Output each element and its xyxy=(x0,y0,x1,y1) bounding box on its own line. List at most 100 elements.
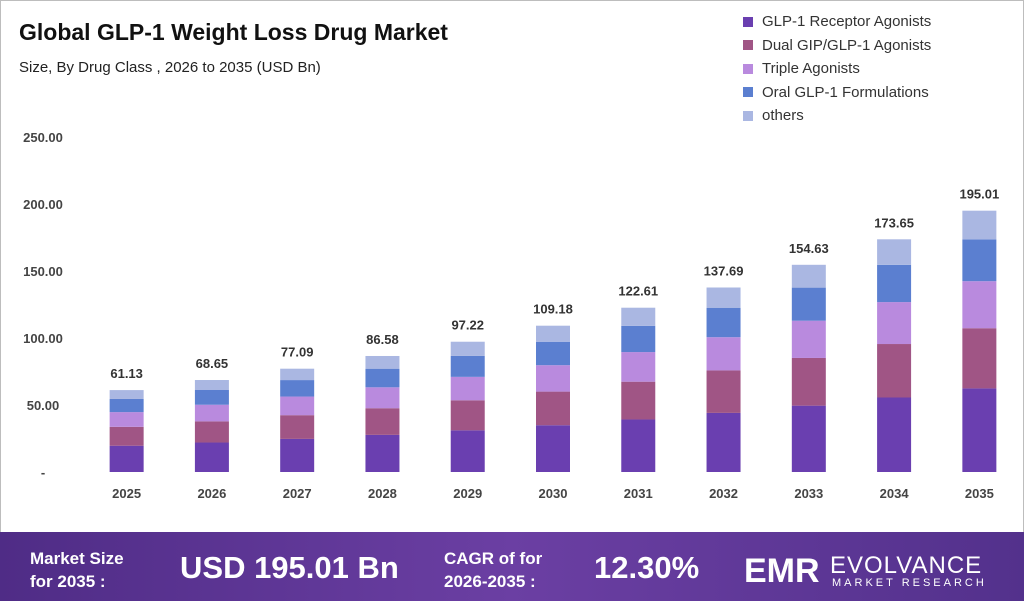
logo-subtitle: MARKET RESEARCH xyxy=(832,577,987,589)
bar-segment-2032-5 xyxy=(706,287,741,308)
market-size-label: Market Size for 2035 : xyxy=(30,547,124,593)
x-tick-label: 2032 xyxy=(709,486,738,501)
legend-item-oral-glp1-formulations: Oral GLP-1 Formulations xyxy=(743,81,1013,105)
x-tick-label: 2035 xyxy=(965,486,994,501)
legend-label: Dual GIP/GLP-1 Agonists xyxy=(762,36,932,54)
chart-legend: GLP-1 Receptor Agonists Dual GIP/GLP-1 A… xyxy=(743,10,1013,128)
y-tick-label: 250.00 xyxy=(23,130,63,145)
logo-name: EVOLVANCE xyxy=(830,552,983,579)
legend-swatch xyxy=(743,16,753,27)
bar-segment-2027-2 xyxy=(280,415,315,439)
cagr-label-line2: 2026-2035 : xyxy=(444,572,536,591)
bar-segment-2025-5 xyxy=(109,390,144,399)
bar-segment-2025-2 xyxy=(109,426,144,446)
bar-segment-2026-2 xyxy=(194,421,229,443)
legend-label: Oral GLP-1 Formulations xyxy=(762,83,929,101)
legend-label: GLP-1 Receptor Agonists xyxy=(762,13,932,31)
bar-segment-2028-1 xyxy=(365,434,400,472)
bar-total-label: 137.69 xyxy=(704,263,744,278)
bar-segment-2034-5 xyxy=(877,239,912,265)
bar-total-label: 195.01 xyxy=(959,187,999,202)
bar-segment-2033-3 xyxy=(791,320,826,358)
bar-segment-2028-2 xyxy=(365,408,400,435)
bar-segment-2032-2 xyxy=(706,370,741,413)
bar-total-label: 97.22 xyxy=(451,318,484,333)
bar-segment-2028-3 xyxy=(365,387,400,409)
legend-swatch xyxy=(743,87,753,98)
legend-item-glp1-receptor-agonists: GLP-1 Receptor Agonists xyxy=(743,10,1013,34)
bar-segment-2033-1 xyxy=(791,405,826,472)
bar-segment-2029-5 xyxy=(450,341,485,356)
legend-swatch xyxy=(743,63,753,74)
bar-segment-2030-1 xyxy=(536,425,570,472)
x-tick-label: 2031 xyxy=(624,486,653,501)
legend-swatch xyxy=(743,40,753,51)
bar-total-label: 77.09 xyxy=(281,345,314,360)
bar-segment-2031-1 xyxy=(621,419,656,472)
bar-segment-2027-4 xyxy=(280,380,315,397)
bar-segment-2027-1 xyxy=(280,438,315,472)
bar-segment-2033-2 xyxy=(791,357,826,406)
bar-segment-2034-2 xyxy=(877,344,912,398)
bar-segment-2031-5 xyxy=(621,307,656,326)
bar-total-label: 109.18 xyxy=(533,302,573,317)
bar-segment-2035-5 xyxy=(962,210,997,240)
cagr-value: 12.30% xyxy=(594,550,700,585)
bar-segment-2035-2 xyxy=(962,328,997,389)
logo-mark-text: EMR xyxy=(744,552,820,590)
bar-segment-2032-1 xyxy=(706,412,741,472)
bar-segment-2032-4 xyxy=(706,307,741,338)
bar-segment-2028-5 xyxy=(365,355,400,369)
bar-segment-2035-3 xyxy=(962,281,997,329)
bar-segment-2031-2 xyxy=(621,381,656,420)
legend-swatch xyxy=(743,110,753,121)
bar-segment-2034-3 xyxy=(877,302,912,345)
bar-segment-2033-4 xyxy=(791,287,826,321)
x-tick-label: 2027 xyxy=(283,486,312,501)
bar-segment-2035-1 xyxy=(962,388,997,472)
bar-segment-2028-4 xyxy=(365,368,400,388)
bar-segment-2025-1 xyxy=(109,445,144,472)
bar-segment-2030-5 xyxy=(536,325,570,342)
summary-footer: Market Size for 2035 : USD 195.01 Bn CAG… xyxy=(0,532,1024,601)
bar-total-label: 122.61 xyxy=(618,284,658,299)
legend-item-dual-gip-glp1-agonists: Dual GIP/GLP-1 Agonists xyxy=(743,34,1013,58)
bar-segment-2029-1 xyxy=(450,430,485,472)
bar-segment-2031-3 xyxy=(621,352,656,382)
bar-segment-2030-4 xyxy=(536,341,570,366)
bar-total-label: 173.65 xyxy=(874,215,914,230)
x-tick-label: 2030 xyxy=(539,486,568,501)
bar-segment-2034-4 xyxy=(877,264,912,303)
bar-segment-2026-5 xyxy=(194,380,229,390)
company-logo: EMR EVOLVANCE MARKET RESEARCH xyxy=(742,546,1012,590)
stacked-bar-chart: - 50.00 100.00 150.00 200.00 250.00 61.13 2025 6… xyxy=(23,130,999,501)
bar-segment-2035-4 xyxy=(962,239,997,282)
bar-segment-2030-2 xyxy=(536,391,570,426)
y-tick-label: - xyxy=(41,465,45,480)
x-tick-label: 2028 xyxy=(368,486,397,501)
bar-segment-2030-3 xyxy=(536,365,570,392)
x-tick-label: 2034 xyxy=(880,486,910,501)
bar-segment-2026-3 xyxy=(194,404,229,422)
bar-segment-2027-3 xyxy=(280,396,315,416)
bar-segment-2029-2 xyxy=(450,400,485,431)
bar-segment-2029-3 xyxy=(450,376,485,401)
y-tick-label: 200.00 xyxy=(23,197,63,212)
bar-total-label: 68.65 xyxy=(196,356,229,371)
y-tick-label: 50.00 xyxy=(27,398,60,413)
market-size-label-line1: Market Size xyxy=(30,549,124,568)
legend-label: Triple Agonists xyxy=(762,60,860,78)
bar-segment-2027-5 xyxy=(280,368,315,381)
x-tick-label: 2033 xyxy=(794,486,823,501)
market-size-label-line2: for 2035 : xyxy=(30,572,106,591)
bar-total-label: 154.63 xyxy=(789,241,829,256)
bar-segment-2026-4 xyxy=(194,389,229,405)
y-tick-label: 100.00 xyxy=(23,331,63,346)
bar-segment-2029-4 xyxy=(450,355,485,377)
bar-segment-2025-4 xyxy=(109,398,144,413)
legend-item-triple-agonists: Triple Agonists xyxy=(743,57,1013,81)
legend-label: others xyxy=(762,107,804,125)
legend-item-others: others xyxy=(743,104,1013,128)
bar-total-label: 61.13 xyxy=(110,366,143,381)
x-tick-label: 2025 xyxy=(112,486,141,501)
